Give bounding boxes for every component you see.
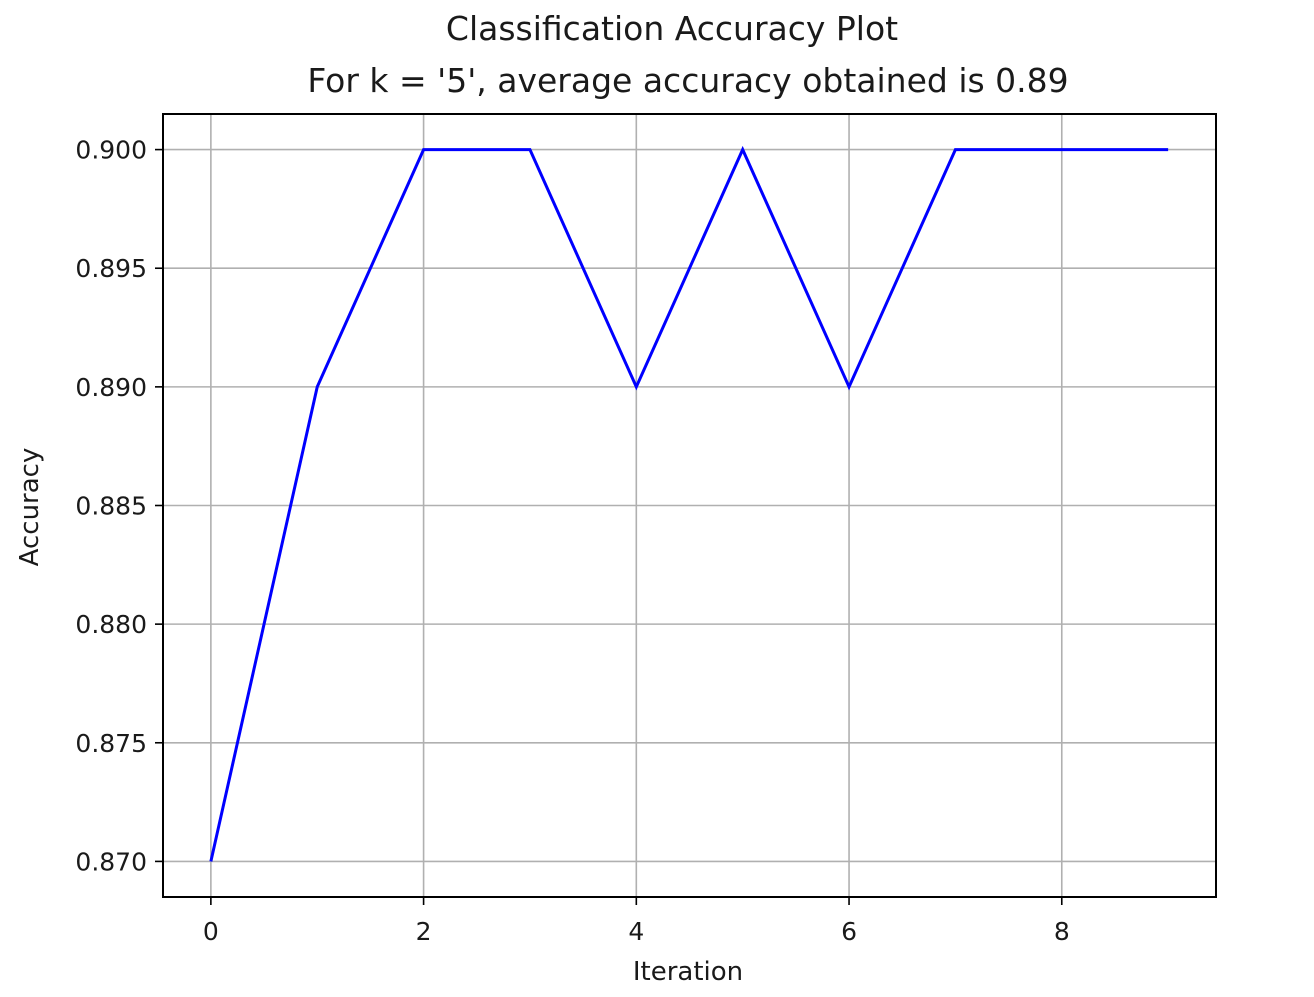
x-tick-label: 0 <box>203 917 219 946</box>
series-line-0 <box>209 145 1169 862</box>
y-tick-label: 0.885 <box>75 492 147 521</box>
y-tick-label: 0.890 <box>75 373 147 402</box>
y-tick-label: 0.880 <box>75 610 147 639</box>
y-tick-label: 0.870 <box>75 847 147 876</box>
axis-ticks: 0 2 4 6 8 0.870 0.875 0.880 0.885 0.890 0.895 0.900 <box>75 136 1069 946</box>
x-tick-label: 2 <box>416 917 432 946</box>
y-tick-label: 0.895 <box>75 254 147 283</box>
grid-lines <box>163 114 1216 897</box>
y-axis-label: Accuracy <box>15 448 45 567</box>
y-tick-label: 0.900 <box>75 136 147 165</box>
x-tick-label: 4 <box>628 917 644 946</box>
chart-subtitle: For k = '5', average accuracy obtained i… <box>307 61 1068 100</box>
x-tick-label: 8 <box>1054 917 1070 946</box>
y-tick-label: 0.875 <box>75 729 147 758</box>
series-lines <box>209 145 1169 862</box>
x-tick-label: 6 <box>841 917 857 946</box>
chart-title: Classification Accuracy Plot <box>446 9 898 48</box>
plot-frame <box>162 113 1217 898</box>
x-axis-label: Iteration <box>633 957 743 987</box>
